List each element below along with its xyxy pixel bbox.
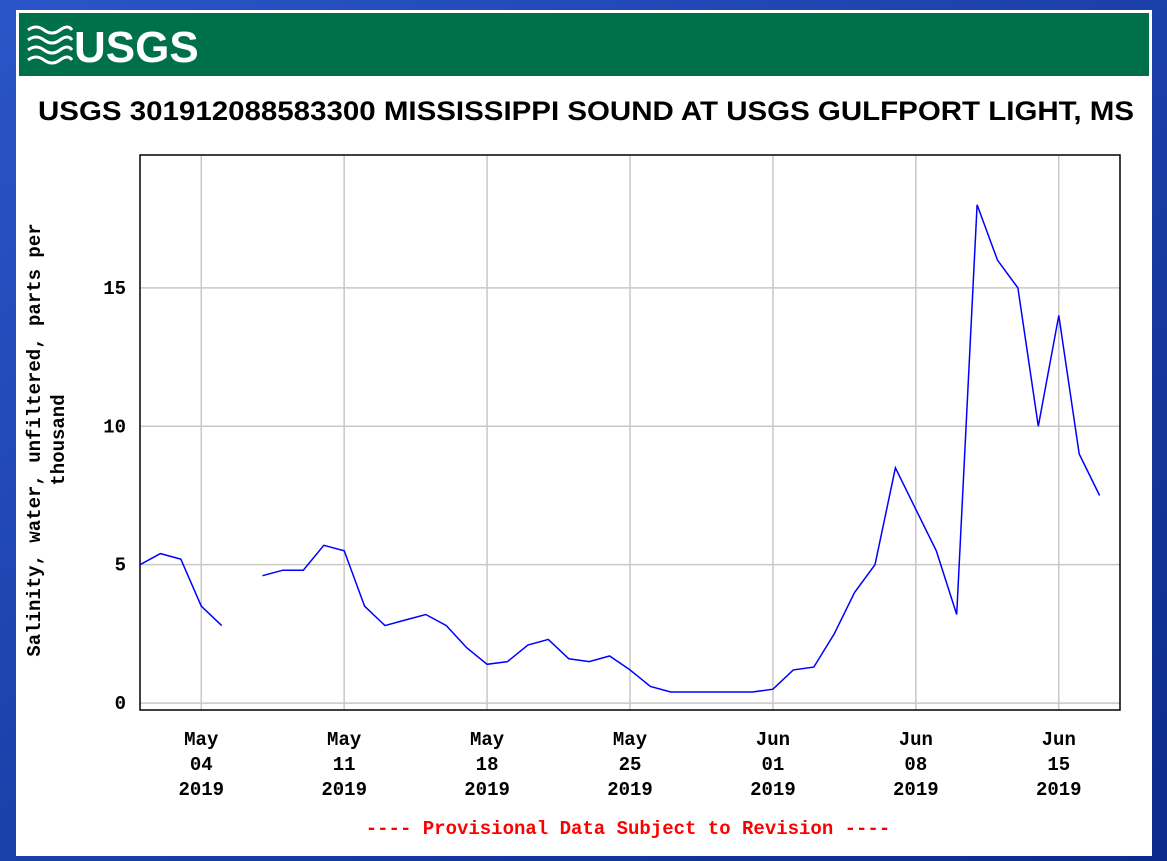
y-axis-label: thousand (48, 394, 70, 485)
x-tick-label: 2019 (321, 779, 367, 801)
x-tick-label: 15 (1047, 754, 1070, 776)
x-tick-label: May (613, 729, 648, 751)
plot-frame (139, 154, 1121, 711)
x-tick-label: 08 (904, 754, 927, 776)
y-axis-label: Salinity, water, unfiltered, parts per (24, 223, 46, 656)
x-tick-label: 04 (190, 754, 213, 776)
chart-title: USGS 301912088583300 MISSISSIPPI SOUND A… (38, 96, 1134, 126)
y-tick-label: 15 (103, 278, 126, 300)
x-tick-label: 11 (333, 754, 356, 776)
x-tick-label: May (184, 729, 219, 751)
x-tick-label: 2019 (893, 779, 939, 801)
x-tick-label: Jun (1042, 729, 1076, 751)
y-tick-label: 5 (115, 555, 126, 577)
x-tick-label: 01 (762, 754, 785, 776)
x-tick-label: 25 (619, 754, 642, 776)
x-tick-label: May (327, 729, 362, 751)
x-tick-label: May (470, 729, 505, 751)
logo-text: USGS (74, 23, 199, 72)
x-tick-label: 2019 (1036, 779, 1082, 801)
x-tick-label: 2019 (464, 779, 510, 801)
panel (16, 10, 1152, 856)
y-tick-label: 0 (115, 693, 126, 715)
header-bar (19, 13, 1149, 76)
x-tick-label: 2019 (750, 779, 796, 801)
x-tick-label: 2019 (178, 779, 224, 801)
x-tick-label: 18 (476, 754, 499, 776)
data-line (139, 204, 1101, 693)
y-tick-label: 10 (103, 416, 126, 438)
x-tick-label: Jun (899, 729, 933, 751)
x-tick-label: Jun (756, 729, 790, 751)
x-tick-label: 2019 (607, 779, 653, 801)
footer-note: ---- Provisional Data Subject to Revisio… (366, 818, 891, 840)
logo-waves (27, 25, 74, 65)
